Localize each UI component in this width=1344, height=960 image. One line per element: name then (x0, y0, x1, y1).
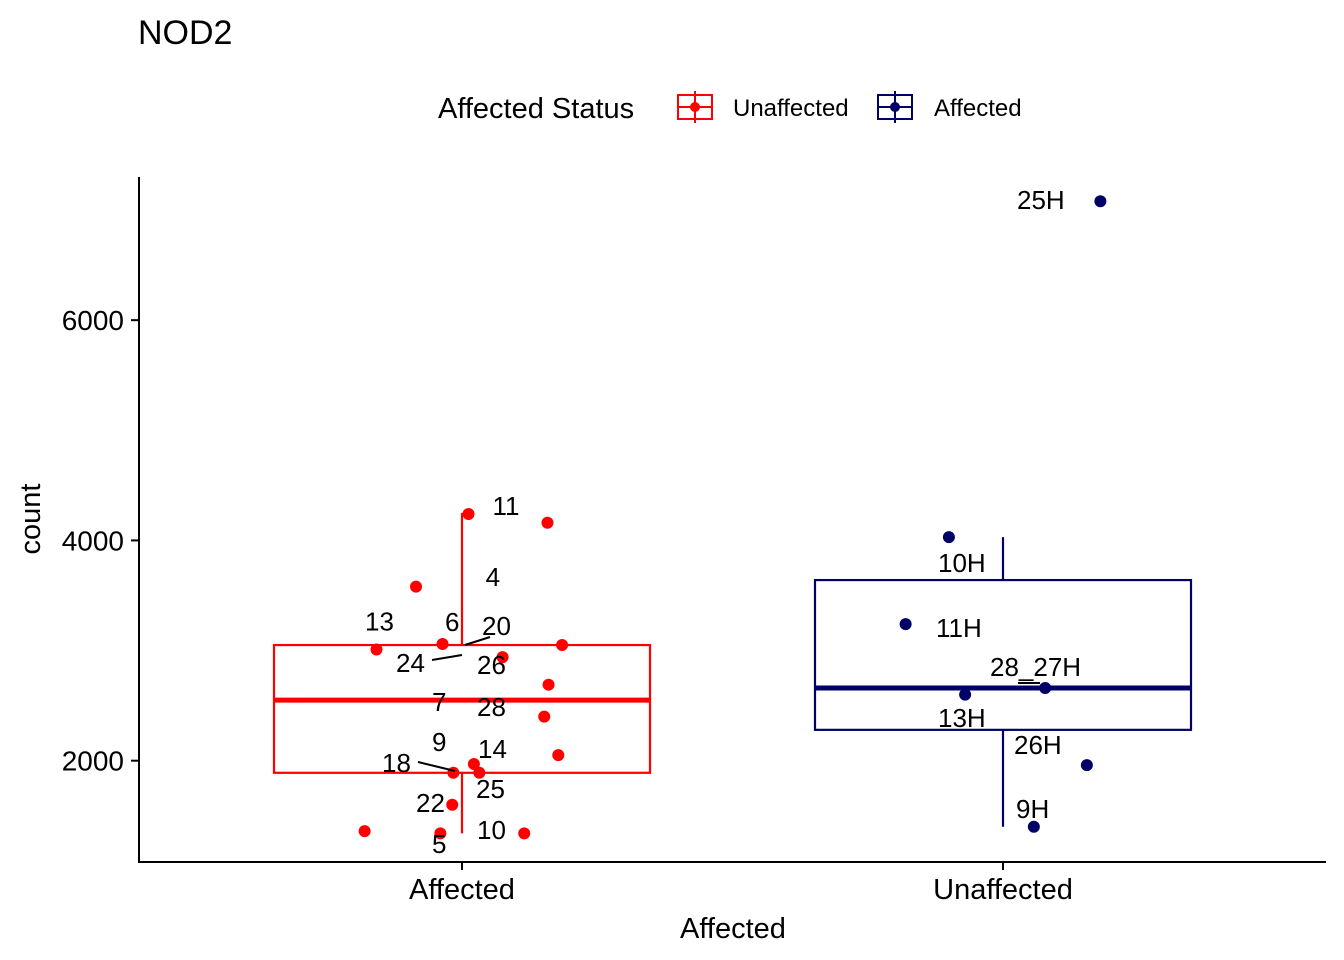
data-point (1027, 820, 1040, 833)
point-label: 18 (382, 748, 411, 778)
point-label: 6 (445, 607, 459, 637)
point-label: 11 (492, 491, 519, 521)
legend-entry-affected: Affected (877, 91, 1022, 123)
point-label: 9 (432, 727, 446, 757)
chart-title: NOD2 (138, 14, 232, 52)
iqr-box (813, 578, 1193, 731)
x-tick-label: Unaffected (933, 874, 1073, 906)
data-point (959, 688, 972, 701)
data-point (538, 710, 551, 723)
data-point (552, 749, 565, 762)
legend: Affected Status Unaffected Affected (438, 91, 1022, 125)
x-ticks: Affected Unaffected (409, 862, 1073, 906)
iqr-box (272, 643, 652, 774)
x-axis-label: Affected (680, 913, 786, 945)
box-affected (272, 512, 652, 834)
data-point (541, 516, 554, 529)
point-label: 11H (936, 613, 982, 643)
legend-key-point (690, 102, 700, 112)
point-label: 14 (478, 734, 507, 764)
data-point (436, 637, 449, 650)
data-point (462, 507, 475, 520)
legend-entries: Unaffected Affected (677, 91, 1022, 123)
legend-entry-unaffected: Unaffected (677, 91, 849, 123)
data-point (518, 827, 531, 840)
legend-label: Unaffected (733, 95, 849, 122)
box-unaffected (813, 537, 1193, 827)
data-point (496, 651, 509, 664)
point-label: 13 (365, 607, 394, 637)
point-label: 25 (476, 774, 505, 804)
boxes (272, 512, 1193, 834)
x-tick-label: Affected (409, 874, 515, 906)
data-point (1080, 759, 1093, 772)
legend-title: Affected Status (438, 93, 634, 125)
data-point (899, 618, 912, 631)
y-ticks: 2000 4000 6000 (62, 305, 139, 777)
plot-area: 11 13 46 20 24 26 7 28 9 14 18 25 22 10 5 25H 10H 11H 28_2… (272, 185, 1193, 859)
axes: 2000 4000 6000 Affected Unaffected Affected… (15, 177, 1326, 945)
data-point (370, 643, 383, 656)
point-label: 4 (486, 562, 500, 592)
y-axis-label: count (15, 484, 47, 555)
y-tick-label: 6000 (62, 305, 124, 336)
data-point (446, 798, 459, 811)
data-point (542, 678, 555, 691)
point-label: 5 (432, 829, 446, 859)
point-label: 28 (477, 692, 506, 722)
y-tick-label: 4000 (62, 525, 124, 556)
data-point (358, 825, 371, 838)
point-label: 7 (432, 687, 446, 717)
y-tick-label: 2000 (62, 746, 124, 777)
point-label: 22 (416, 788, 445, 818)
point-label: 9H (1016, 794, 1049, 824)
legend-key-point (890, 102, 900, 112)
data-point (556, 639, 569, 652)
point-label: 25H (1017, 185, 1065, 215)
data-point (1094, 195, 1107, 208)
point-label: 13H (938, 703, 986, 733)
point-label: 26H (1014, 730, 1062, 760)
points (358, 195, 1107, 840)
data-point (434, 827, 447, 840)
label-leader-line (417, 761, 456, 772)
data-point (942, 531, 955, 544)
point-labels: 11 13 46 20 24 26 7 28 9 14 18 25 22 10 5 25H 10H 11H 28_2… (365, 185, 1081, 859)
legend-label: Affected (934, 95, 1022, 122)
label-leader-line (431, 654, 463, 661)
point-label: 20 (482, 611, 511, 641)
data-point (467, 757, 480, 770)
point-label: 10 (477, 815, 506, 845)
point-label: 28_27H (990, 652, 1081, 682)
point-label: 10H (938, 548, 986, 578)
point-label: 26 (477, 650, 506, 680)
label-leader-line (464, 636, 491, 646)
data-point (410, 580, 423, 593)
data-point (1039, 681, 1052, 694)
data-point (473, 766, 486, 779)
point-label: 24 (396, 648, 425, 678)
